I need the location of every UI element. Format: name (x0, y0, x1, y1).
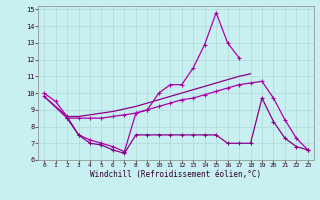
X-axis label: Windchill (Refroidissement éolien,°C): Windchill (Refroidissement éolien,°C) (91, 170, 261, 179)
